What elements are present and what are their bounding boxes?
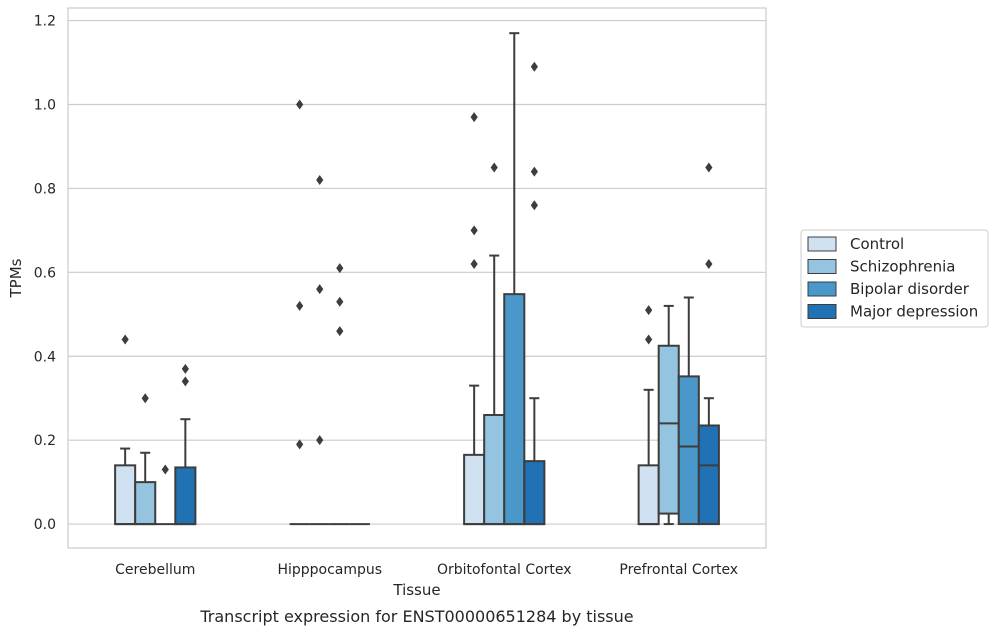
box-0-2 bbox=[155, 464, 176, 526]
outlier-point bbox=[705, 162, 713, 173]
legend-label: Bipolar disorder bbox=[850, 280, 970, 298]
outlier-point bbox=[705, 258, 713, 269]
box-body bbox=[677, 375, 700, 526]
outlier-point bbox=[316, 284, 324, 295]
outlier-point bbox=[141, 393, 149, 404]
box-body bbox=[483, 413, 506, 526]
outlier-point bbox=[470, 225, 478, 236]
box-body bbox=[134, 481, 157, 526]
outlier-point bbox=[530, 166, 538, 177]
x-tick-label: Orbitofontal Cortex bbox=[437, 562, 572, 578]
legend-frame bbox=[800, 229, 989, 328]
box-1-0 bbox=[289, 99, 310, 526]
box-2-0 bbox=[463, 112, 486, 526]
box-body bbox=[463, 453, 486, 526]
box-body bbox=[657, 344, 680, 515]
outlier-point bbox=[296, 300, 304, 311]
box-body bbox=[503, 293, 526, 526]
y-tick-label: 0.2 bbox=[34, 433, 56, 449]
y-tick-label: 0.8 bbox=[34, 181, 56, 197]
y-tick-label: 0.4 bbox=[34, 349, 56, 365]
outlier-point bbox=[530, 200, 538, 211]
legend-swatch bbox=[807, 281, 837, 297]
outlier-point bbox=[490, 162, 498, 173]
plot-frame bbox=[67, 7, 767, 549]
box-3-0 bbox=[637, 305, 660, 526]
box-1-2 bbox=[329, 263, 350, 526]
box-body bbox=[174, 466, 197, 526]
outlier-point bbox=[470, 112, 478, 123]
y-tick-labels: 0.0 0.2 0.4 0.6 0.8 1.0 1.2 bbox=[34, 14, 56, 533]
legend-swatch bbox=[807, 259, 837, 274]
grid-lines bbox=[68, 19, 766, 525]
outlier-point bbox=[181, 376, 189, 387]
legend-label: Schizophrenia bbox=[850, 258, 955, 276]
x-tick-label: Hipppocampus bbox=[277, 562, 382, 578]
legend-label: Major depression bbox=[850, 303, 978, 321]
y-axis-label: TPMs bbox=[7, 258, 25, 298]
x-axis-label: Tissue bbox=[392, 581, 440, 599]
box-3-1 bbox=[657, 304, 680, 526]
box-body bbox=[114, 464, 137, 526]
box-0-3 bbox=[174, 363, 197, 526]
box-2-2 bbox=[503, 32, 526, 526]
x-tick-label: Cerebellum bbox=[115, 562, 195, 578]
legend-items: Control Schizophrenia Bipolar disorder Majo… bbox=[807, 235, 978, 321]
box-1-1 bbox=[309, 175, 330, 526]
box-body bbox=[697, 424, 720, 526]
x-tick-labels: Cerebellum Hipppocampus Orbitofontal Corte… bbox=[115, 562, 738, 578]
outlier-point bbox=[181, 363, 189, 374]
legend-swatch bbox=[807, 304, 837, 319]
legend: Control Schizophrenia Bipolar disorder Majo… bbox=[800, 229, 989, 328]
chart-caption: Transcript expression for ENST0000065128… bbox=[199, 607, 633, 626]
y-tick-label: 1.0 bbox=[34, 98, 56, 114]
box-2-3 bbox=[523, 61, 546, 526]
y-tick-label: 0.0 bbox=[34, 517, 56, 533]
box-body bbox=[637, 464, 660, 526]
outlier-point bbox=[530, 61, 538, 72]
box-layer bbox=[114, 32, 720, 526]
box-2-1 bbox=[483, 162, 506, 526]
box-body bbox=[523, 460, 546, 526]
box-0-0 bbox=[114, 334, 137, 526]
outlier-point bbox=[316, 435, 324, 446]
outlier-point bbox=[336, 326, 344, 337]
box-0-1 bbox=[134, 393, 157, 526]
x-tick-label: Prefrontal Cortex bbox=[619, 562, 738, 578]
outlier-point bbox=[336, 263, 344, 274]
outlier-point bbox=[645, 305, 653, 316]
outlier-point bbox=[296, 99, 304, 110]
outlier-point bbox=[645, 334, 653, 345]
legend-swatch bbox=[807, 236, 837, 252]
outlier-point bbox=[296, 439, 304, 450]
outlier-point bbox=[161, 464, 169, 475]
outlier-point bbox=[121, 334, 129, 345]
box-3-3 bbox=[697, 162, 720, 526]
outlier-point bbox=[316, 175, 324, 186]
outlier-point bbox=[470, 258, 478, 269]
y-tick-label: 0.6 bbox=[34, 265, 56, 281]
outlier-point bbox=[336, 296, 344, 307]
box-3-2 bbox=[677, 296, 700, 526]
legend-label: Control bbox=[850, 235, 904, 253]
y-tick-label: 1.2 bbox=[34, 14, 56, 30]
